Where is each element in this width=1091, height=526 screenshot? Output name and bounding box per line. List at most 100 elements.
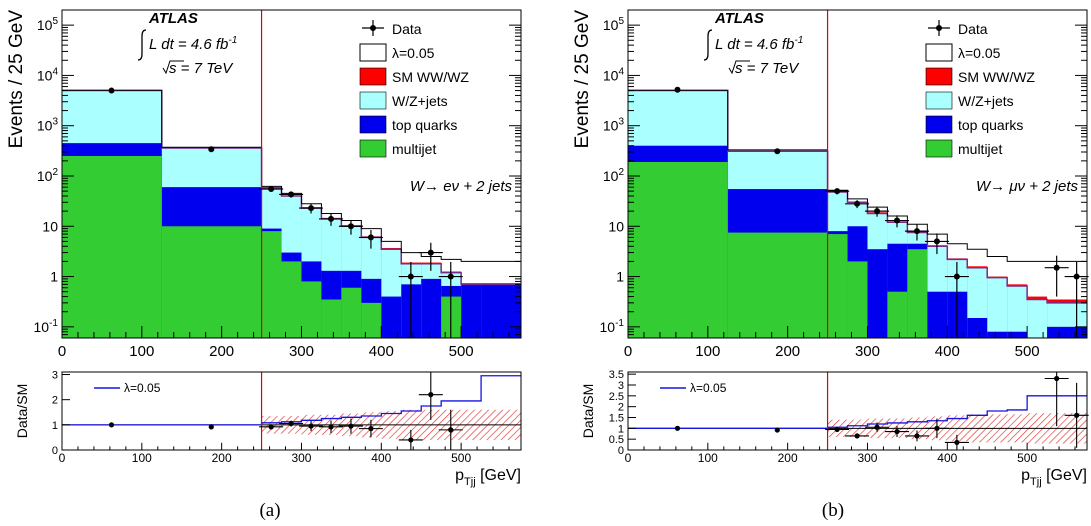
legend-label: SM WW/WZ — [392, 69, 469, 85]
top-bar — [867, 249, 888, 338]
y-tick-label: 10 — [42, 218, 58, 234]
multijet-bar — [281, 261, 302, 338]
ratio-y-tick-label: 3 — [618, 380, 624, 392]
data-point — [427, 249, 434, 256]
sqrt-sign — [728, 60, 750, 75]
main-plot — [61, 9, 522, 450]
y-tick-label: 10-1 — [34, 318, 59, 335]
data-point — [834, 188, 841, 195]
x-tick-label: 200 — [209, 343, 234, 360]
sqrt-sign — [162, 60, 184, 75]
ratio-signal-line — [62, 375, 521, 426]
legend-swatch — [925, 91, 953, 110]
main-frame — [627, 9, 1088, 339]
ratio-y-tick-label: 2 — [52, 395, 58, 407]
legend-label: λ=0.05 — [392, 45, 435, 61]
ratio-point — [348, 423, 354, 429]
ratio-legend-label: λ=0.05 — [690, 381, 727, 395]
ratio-point — [674, 425, 681, 431]
atlas-label: ATLAS — [148, 10, 198, 27]
y-axis-label: Events / 25 GeV — [572, 10, 593, 149]
data-point — [774, 148, 781, 155]
legend-label: top quarks — [392, 117, 457, 133]
legend-data-marker — [370, 25, 376, 31]
ratio-x-tick-label: 200 — [212, 451, 232, 465]
main-frame — [61, 9, 522, 339]
ratio-x-tick-label: 100 — [698, 451, 718, 465]
ratio-point — [108, 422, 115, 428]
ratio-point — [954, 439, 960, 446]
top-bar — [421, 278, 442, 338]
multijet-bar — [341, 287, 362, 338]
data-point — [674, 86, 681, 93]
ratio-frame — [61, 371, 522, 451]
legend-label: W/Z+jets — [958, 93, 1014, 109]
multijet-bar — [727, 232, 828, 338]
wzjets-bar — [1007, 285, 1028, 338]
top-bar — [1007, 331, 1028, 338]
top-bar — [381, 296, 402, 338]
energy-label: s = 7 TeV — [735, 60, 800, 77]
x-axis-label: pTjj [GeV] — [455, 467, 521, 488]
ratio-point — [428, 392, 434, 398]
ratio-x-tick-label: 500 — [451, 451, 471, 465]
top-bar — [481, 284, 521, 338]
lumi-label: L dt = 4.6 fb-1 — [715, 35, 803, 53]
y-tick-label: 105 — [37, 16, 59, 33]
ratio-y-tick-label: 2 — [618, 402, 624, 414]
ratio-frame — [627, 371, 1088, 451]
main-plot — [627, 9, 1089, 450]
x-tick-label: 200 — [775, 343, 800, 360]
x-tick-label: 500 — [449, 343, 474, 360]
legend-swatch — [925, 67, 953, 86]
data-point — [894, 217, 901, 224]
ratio-point — [268, 424, 274, 430]
y-axis-label: Events / 25 GeV — [6, 10, 27, 149]
data-point — [854, 200, 861, 207]
y-tick-label: 105 — [603, 16, 625, 33]
atlas-label: ATLAS — [714, 10, 764, 27]
y-tick-label: 103 — [37, 117, 59, 134]
signal-line — [62, 89, 521, 262]
x-axis-label: pTjj [GeV] — [1021, 467, 1087, 488]
ratio-plot — [627, 371, 1089, 451]
legend-swatch — [359, 91, 387, 110]
ratio-y-tick-label: 3.5 — [609, 369, 624, 381]
ratio-x-tick-label: 200 — [778, 451, 798, 465]
top-bar — [927, 291, 948, 338]
legend-swatch — [359, 139, 387, 158]
data-point — [288, 191, 295, 198]
ratio-point — [448, 427, 454, 433]
y-tick-label: 103 — [603, 117, 625, 134]
legend-signal-swatch — [925, 43, 953, 62]
data-point — [268, 186, 275, 193]
x-tick-label: 0 — [624, 343, 632, 360]
y-tick-label: 104 — [37, 66, 59, 83]
x-tick-label: 400 — [935, 343, 960, 360]
legend-swatch — [925, 139, 953, 158]
data-point — [447, 273, 454, 280]
ratio-y-tick-label: 0 — [618, 445, 624, 457]
ratio-y-axis-label: Data/SM — [580, 384, 596, 438]
data-point — [933, 238, 940, 245]
multijet-bar — [301, 281, 322, 338]
y-tick-label: 102 — [37, 167, 59, 184]
legend-signal-swatch — [359, 43, 387, 62]
y-tick-label: 10-1 — [600, 318, 625, 335]
ratio-point — [834, 426, 840, 433]
ratio-plot — [61, 371, 522, 451]
ratio-y-tick-label: 0 — [52, 445, 58, 457]
y-tick-label: 1 — [616, 269, 624, 285]
ratio-y-tick-label: 1 — [618, 423, 624, 435]
top-bar — [1047, 326, 1087, 338]
legend-data-marker — [936, 25, 942, 31]
legend-label: top quarks — [958, 117, 1023, 133]
x-tick-label: 500 — [1015, 343, 1040, 360]
data-point — [108, 87, 115, 94]
ratio-x-tick-label: 0 — [59, 451, 66, 465]
multijet-bar — [321, 299, 342, 338]
data-point — [953, 273, 960, 280]
ratio-point — [1054, 375, 1060, 382]
